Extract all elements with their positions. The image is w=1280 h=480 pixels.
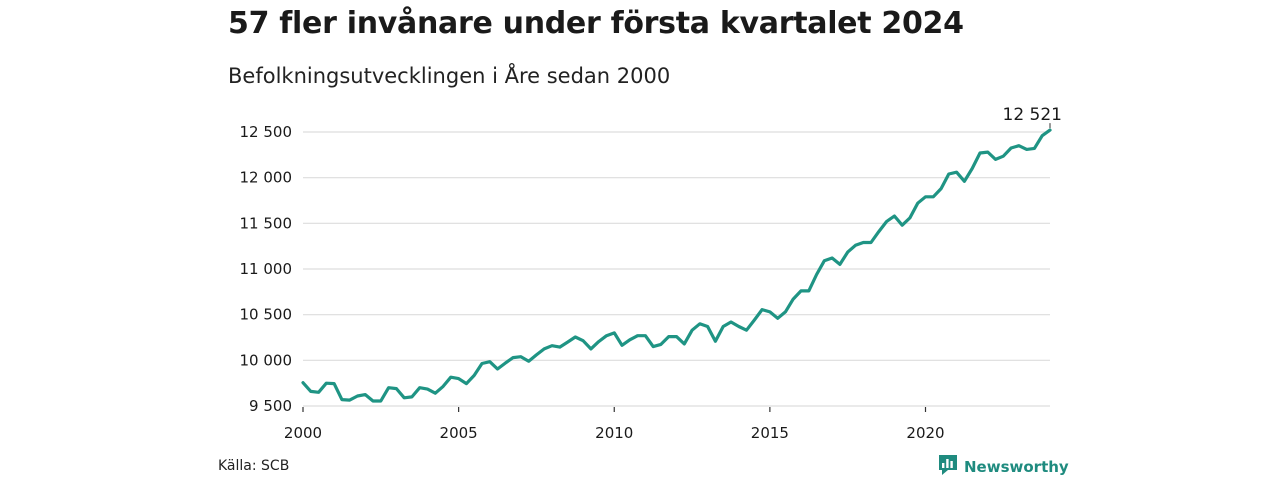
x-tick-label: 2015 <box>751 424 789 442</box>
annotation-layer: 12 521 <box>1003 105 1062 129</box>
x-tick-label: 2005 <box>440 424 478 442</box>
y-tick-label: 11 000 <box>240 260 293 278</box>
y-tick-label: 12 500 <box>240 123 293 141</box>
series-layer <box>301 128 1052 403</box>
brand-name: Newsworthy <box>964 458 1069 476</box>
x-tick-label: 2000 <box>284 424 322 442</box>
y-axis-ticks: 9 500 10 000 10 500 11 000 11 500 12 000 12 50… <box>240 123 293 415</box>
gridlines <box>303 131 1050 407</box>
x-tick-label: 2020 <box>906 424 944 442</box>
y-tick-label: 9 500 <box>249 397 292 415</box>
y-tick-label: 10 000 <box>240 351 293 369</box>
source-note: Källa: SCB <box>218 458 290 474</box>
x-tick-label: 2010 <box>595 424 633 442</box>
brand-logo: Newsworthy <box>938 454 1069 480</box>
y-tick-label: 10 500 <box>240 306 293 324</box>
end-value-label: 12 521 <box>1003 105 1062 125</box>
bar-chart-icon <box>938 454 958 480</box>
y-tick-label: 11 500 <box>240 214 293 232</box>
y-tick-label: 12 000 <box>240 169 293 187</box>
chart-title: 57 fler invånare under första kvartalet … <box>228 6 964 41</box>
series-line <box>301 128 1052 403</box>
x-axis-ticks: 2000 2005 2010 2015 2020 <box>284 407 945 442</box>
chart-subtitle: Befolkningsutvecklingen i Åre sedan 2000 <box>228 64 671 88</box>
